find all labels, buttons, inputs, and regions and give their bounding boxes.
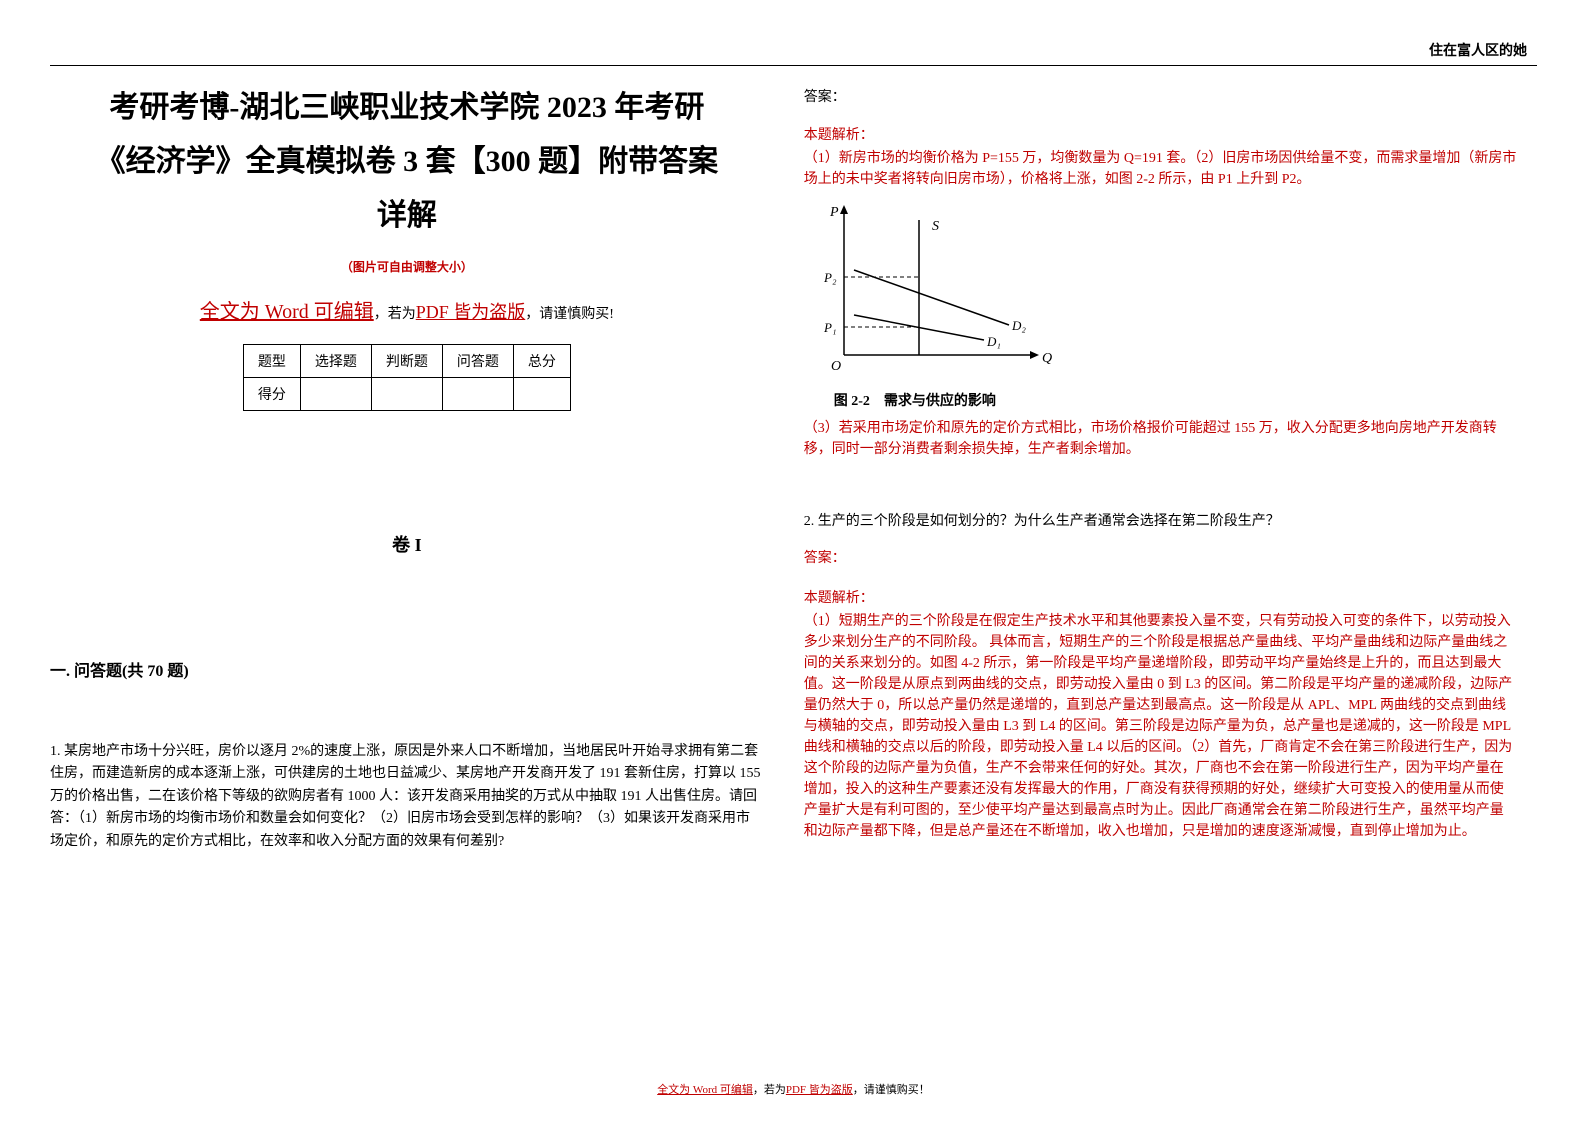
title-line-3: 详解 bbox=[50, 189, 764, 243]
word-notice-part3: PDF 皆为盗版 bbox=[416, 302, 526, 322]
score-row-label: 得分 bbox=[243, 378, 300, 411]
chart-svg: P S P₂ P₁ D₂ D₁ O Q bbox=[804, 200, 1064, 380]
footer-part3: PDF 皆为盗版 bbox=[786, 1084, 853, 1096]
header-cell-4: 总分 bbox=[513, 345, 570, 378]
footer-part4: ，请谨慎购买！ bbox=[853, 1084, 930, 1096]
chart-label-d2: D₂ bbox=[1011, 318, 1026, 333]
table-score-row: 得分 bbox=[243, 378, 570, 411]
answer-1-label: 答案： bbox=[804, 86, 1518, 106]
subtitle-note: （图片可自由调整大小） bbox=[50, 258, 764, 275]
score-table: 题型 选择题 判断题 问答题 总分 得分 bbox=[243, 344, 571, 411]
chart-label-p1: P₁ bbox=[823, 320, 836, 335]
word-notice-part2: ，若为 bbox=[374, 307, 416, 322]
chart-label-o: O bbox=[831, 359, 841, 374]
analysis-1-text-3: （3）若采用市场定价和原先的定价方式相比，市场价格报价可能超过 155 万，收入… bbox=[804, 418, 1518, 460]
main-title: 考研考博-湖北三峡职业技术学院 2023 年考研 《经济学》全真模拟卷 3 套【… bbox=[50, 81, 764, 243]
top-divider bbox=[50, 65, 1537, 66]
chart-label-q: Q bbox=[1042, 351, 1052, 366]
word-notice-part4: ，请谨慎购买! bbox=[525, 307, 614, 322]
score-cell-3 bbox=[442, 378, 513, 411]
chart-label-s: S bbox=[932, 219, 939, 234]
header-cell-1: 选择题 bbox=[300, 345, 371, 378]
footer-part2: ，若为 bbox=[753, 1084, 786, 1096]
title-line-1: 考研考博-湖北三峡职业技术学院 2023 年考研 bbox=[50, 81, 764, 135]
chart-caption: 图 2-2 需求与供应的影响 bbox=[834, 390, 1518, 410]
analysis-1-text-1: （1）新房市场的均衡价格为 P=155 万，均衡数量为 Q=191 套。（2）旧… bbox=[804, 148, 1518, 190]
section-title: 一. 问答题(共 70 题) bbox=[50, 657, 764, 681]
chart-label-d1: D₁ bbox=[986, 334, 1001, 349]
table-header-row: 题型 选择题 判断题 问答题 总分 bbox=[243, 345, 570, 378]
title-line-2: 《经济学》全真模拟卷 3 套【300 题】附带答案 bbox=[50, 135, 764, 189]
header-cell-3: 问答题 bbox=[442, 345, 513, 378]
footer: 全文为 Word 可编辑，若为PDF 皆为盗版，请谨慎购买！ bbox=[0, 1081, 1587, 1097]
question-2-text: 2. 生产的三个阶段是如何划分的？为什么生产者通常会选择在第二阶段生产？ bbox=[804, 510, 1518, 530]
analysis-1-label: 本题解析： bbox=[804, 124, 1518, 144]
left-column: 考研考博-湖北三峡职业技术学院 2023 年考研 《经济学》全真模拟卷 3 套【… bbox=[50, 76, 764, 853]
score-cell-1 bbox=[300, 378, 371, 411]
analysis-2-text: （1）短期生产的三个阶段是在假定生产技术水平和其他要素投入量不变，只有劳动投入可… bbox=[804, 611, 1518, 842]
footer-part1: 全文为 Word 可编辑 bbox=[657, 1084, 753, 1096]
header-cell-0: 题型 bbox=[243, 345, 300, 378]
header-cell-2: 判断题 bbox=[371, 345, 442, 378]
header-right-text: 住在富人区的她 bbox=[1429, 40, 1527, 60]
chart-label-p: P bbox=[829, 205, 839, 220]
volume-title: 卷 I bbox=[50, 531, 764, 557]
supply-demand-chart: P S P₂ P₁ D₂ D₁ O Q bbox=[804, 200, 1518, 385]
answer-2-label: 答案： bbox=[804, 548, 1518, 569]
right-column: 答案： 本题解析： （1）新房市场的均衡价格为 P=155 万，均衡数量为 Q=… bbox=[804, 76, 1518, 853]
word-notice: 全文为 Word 可编辑，若为PDF 皆为盗版，请谨慎购买! bbox=[50, 295, 764, 324]
question-1-text: 1. 某房地产市场十分兴旺，房价以逐月 2%的速度上涨，原因是外来人口不断增加，… bbox=[50, 741, 764, 853]
score-cell-2 bbox=[371, 378, 442, 411]
score-cell-4 bbox=[513, 378, 570, 411]
analysis-2-label: 本题解析： bbox=[804, 587, 1518, 607]
content-wrapper: 考研考博-湖北三峡职业技术学院 2023 年考研 《经济学》全真模拟卷 3 套【… bbox=[50, 76, 1537, 853]
word-notice-part1: 全文为 Word 可编辑 bbox=[200, 301, 374, 323]
chart-label-p2: P₂ bbox=[823, 270, 837, 285]
